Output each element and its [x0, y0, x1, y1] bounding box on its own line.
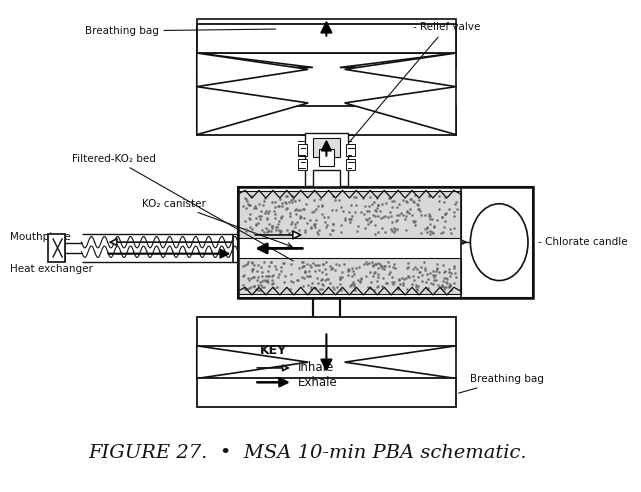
Bar: [313, 170, 340, 187]
Bar: [48, 234, 65, 262]
Bar: [297, 158, 307, 170]
Text: Breathing bag: Breathing bag: [459, 374, 544, 393]
Text: Filtered-KO₂ bed: Filtered-KO₂ bed: [72, 154, 294, 261]
Bar: [345, 158, 355, 170]
Text: KEY: KEY: [260, 344, 287, 357]
Text: KO₂ canister: KO₂ canister: [142, 199, 292, 247]
Bar: [345, 144, 355, 156]
Ellipse shape: [470, 204, 528, 280]
Bar: [197, 20, 456, 53]
Polygon shape: [197, 87, 308, 135]
Text: Inhale: Inhale: [297, 362, 334, 374]
Polygon shape: [345, 53, 456, 87]
Bar: [197, 106, 456, 135]
Text: Breathing bag: Breathing bag: [85, 26, 276, 36]
Bar: [313, 138, 340, 157]
Bar: [305, 133, 347, 185]
Text: Heat exchanger: Heat exchanger: [10, 264, 92, 274]
Text: Mouthpiece: Mouthpiece: [10, 232, 71, 243]
Bar: [319, 149, 334, 166]
Bar: [238, 191, 461, 238]
Polygon shape: [340, 53, 456, 67]
Bar: [238, 187, 533, 298]
Polygon shape: [197, 53, 308, 87]
Polygon shape: [345, 87, 456, 135]
Bar: [197, 378, 456, 407]
Polygon shape: [197, 346, 308, 378]
Polygon shape: [197, 53, 313, 67]
Bar: [197, 317, 456, 346]
Bar: [197, 24, 456, 53]
Text: - Relief valve: - Relief valve: [349, 22, 480, 142]
Bar: [238, 187, 533, 298]
Bar: [297, 144, 307, 156]
Text: - Chlorate candle: - Chlorate candle: [538, 237, 627, 247]
Text: Exhale: Exhale: [297, 376, 337, 389]
Bar: [238, 257, 461, 294]
Text: FIGURE 27.  •  MSA 10-min PBA schematic.: FIGURE 27. • MSA 10-min PBA schematic.: [88, 444, 526, 462]
Polygon shape: [345, 346, 456, 378]
